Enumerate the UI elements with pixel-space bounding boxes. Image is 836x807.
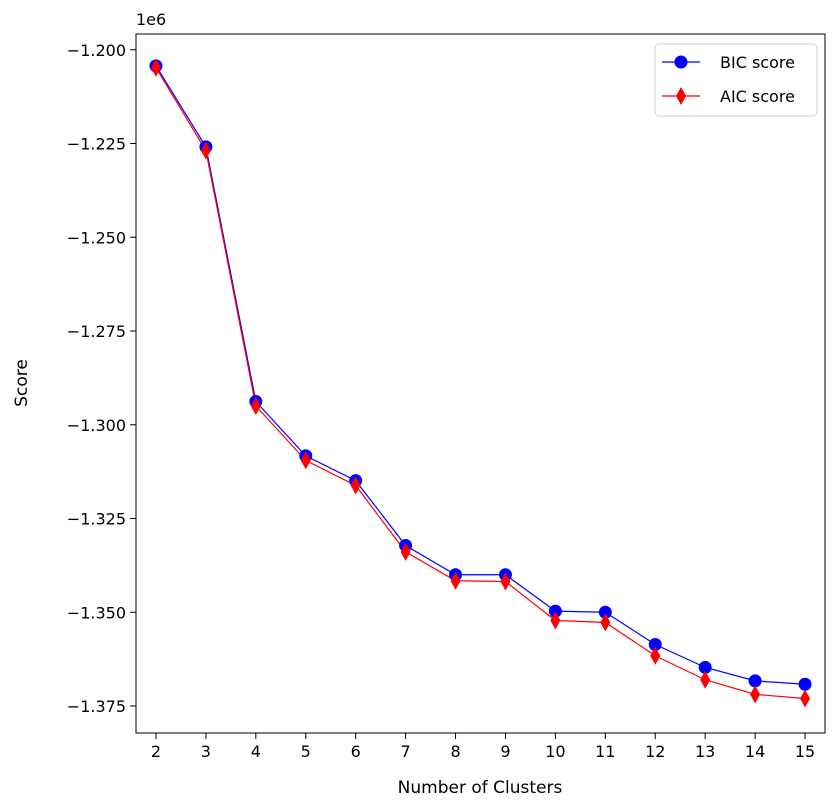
legend-aic-marker: [676, 87, 686, 105]
data-point-aic: [250, 397, 261, 415]
x-tick-label: 13: [695, 742, 715, 761]
series-line-bic: [155, 65, 806, 685]
data-point-aic: [300, 451, 311, 470]
data-point-bic: [548, 604, 562, 618]
data-point-bic: [648, 638, 662, 651]
x-tick-label: 5: [301, 742, 311, 761]
y-offset-label: 1e6: [136, 10, 166, 29]
data-point-aic: [500, 572, 511, 591]
x-tick-label: 6: [351, 742, 361, 761]
data-point-bic: [748, 674, 762, 688]
x-tick-label: 8: [450, 742, 460, 761]
axis-ticks: 2 3 4 5 6 7 8 9 10 11 12 13 14 15 −1.200 −1.225 −1.250 −1…: [67, 41, 815, 761]
data-point-aic: [450, 571, 461, 590]
x-axis-label: Number of Clusters: [398, 778, 563, 798]
data-point-aic: [650, 646, 661, 665]
x-tick-label: 9: [500, 742, 510, 761]
x-tick-label: 12: [645, 742, 665, 761]
x-tick-label: 7: [401, 742, 411, 761]
x-tick-label: 14: [745, 742, 765, 761]
y-axis-label: Score: [12, 359, 32, 407]
series-line-aic: [155, 67, 806, 700]
legend-aic-label: AIC score: [720, 87, 795, 106]
x-tick-label: 10: [545, 742, 565, 761]
data-point-aic: [700, 670, 711, 689]
x-tick-label: 2: [151, 742, 161, 761]
data-point-aic: [400, 542, 411, 561]
x-tick-label: 3: [201, 742, 211, 761]
data-point-bic: [698, 660, 712, 674]
x-tick-label: 4: [251, 742, 261, 761]
y-tick-label: −1.325: [67, 510, 126, 529]
data-point-aic: [200, 141, 211, 160]
y-tick-label: −1.250: [67, 228, 126, 247]
data-point-aic: [550, 611, 561, 630]
chart-legend: BIC score AIC score: [654, 43, 818, 117]
data-point-aic: [800, 689, 811, 708]
y-tick-label: −1.275: [67, 322, 126, 341]
data-point-aic: [600, 613, 611, 632]
y-tick-label: −1.350: [67, 603, 126, 622]
data-point-aic: [750, 685, 761, 704]
data-point-bic: [598, 605, 612, 619]
data-point-aic: [150, 58, 161, 77]
legend-bic-marker: [674, 55, 688, 69]
data-point-aic: [350, 476, 361, 495]
y-tick-label: −1.300: [67, 416, 126, 435]
y-tick-label: −1.375: [67, 697, 126, 716]
series-layer: [149, 58, 812, 708]
y-tick-label: −1.200: [67, 41, 126, 60]
data-point-bic: [798, 677, 812, 691]
legend-bic-label: BIC score: [720, 53, 795, 72]
x-tick-label: 15: [795, 742, 815, 761]
y-tick-label: −1.225: [67, 135, 126, 154]
x-tick-label: 11: [595, 742, 615, 761]
plot-area-frame: [135, 33, 826, 734]
